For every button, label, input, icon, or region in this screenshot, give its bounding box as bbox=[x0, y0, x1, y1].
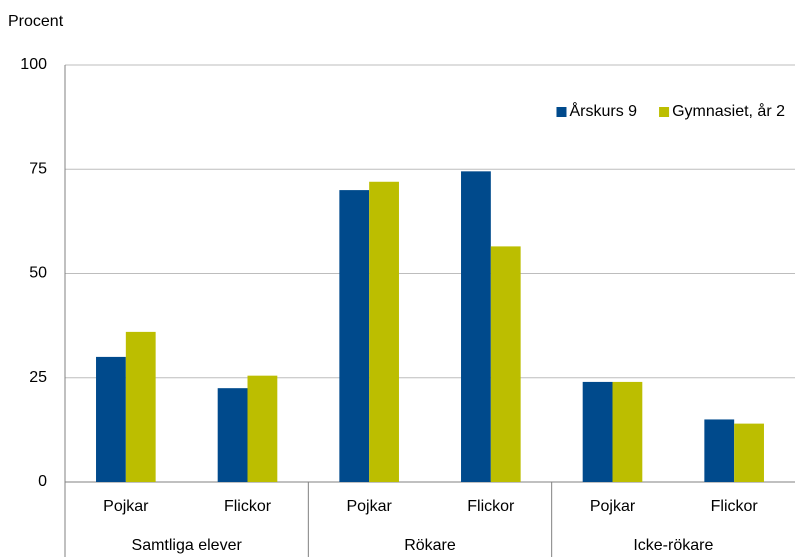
bar bbox=[582, 381, 613, 482]
y-tick-label: 0 bbox=[38, 473, 47, 490]
bar bbox=[734, 423, 764, 482]
bar bbox=[490, 246, 521, 482]
bar bbox=[704, 419, 735, 482]
legend-swatch bbox=[659, 107, 670, 117]
x-tick-label: Flickor bbox=[711, 498, 759, 515]
group-label: Rökare bbox=[404, 537, 456, 554]
x-tick-label: Pojkar bbox=[590, 498, 636, 515]
bar bbox=[125, 331, 156, 482]
y-tick-label: 75 bbox=[29, 160, 47, 177]
x-tick-label: Pojkar bbox=[346, 498, 392, 515]
bar bbox=[339, 190, 370, 482]
y-tick-label: 50 bbox=[29, 265, 47, 282]
bar bbox=[247, 375, 278, 482]
legend-label: Gymnasiet, år 2 bbox=[672, 102, 785, 120]
legend-swatch bbox=[556, 107, 567, 117]
group-label: Samtliga elever bbox=[132, 537, 243, 554]
x-tick-label: Flickor bbox=[224, 498, 272, 515]
y-tick-label: 25 bbox=[29, 369, 47, 386]
bar bbox=[217, 388, 248, 482]
x-tick-label: Flickor bbox=[467, 498, 515, 515]
y-tick-label: 100 bbox=[20, 56, 47, 73]
legend-label: Årskurs 9 bbox=[569, 101, 637, 120]
bar bbox=[612, 381, 643, 482]
x-tick-label: Pojkar bbox=[103, 498, 149, 515]
y-axis-label: Procent bbox=[8, 13, 64, 30]
group-label: Icke-rökare bbox=[633, 537, 713, 554]
bar bbox=[96, 356, 126, 482]
bar bbox=[461, 171, 491, 482]
bar bbox=[369, 181, 399, 482]
